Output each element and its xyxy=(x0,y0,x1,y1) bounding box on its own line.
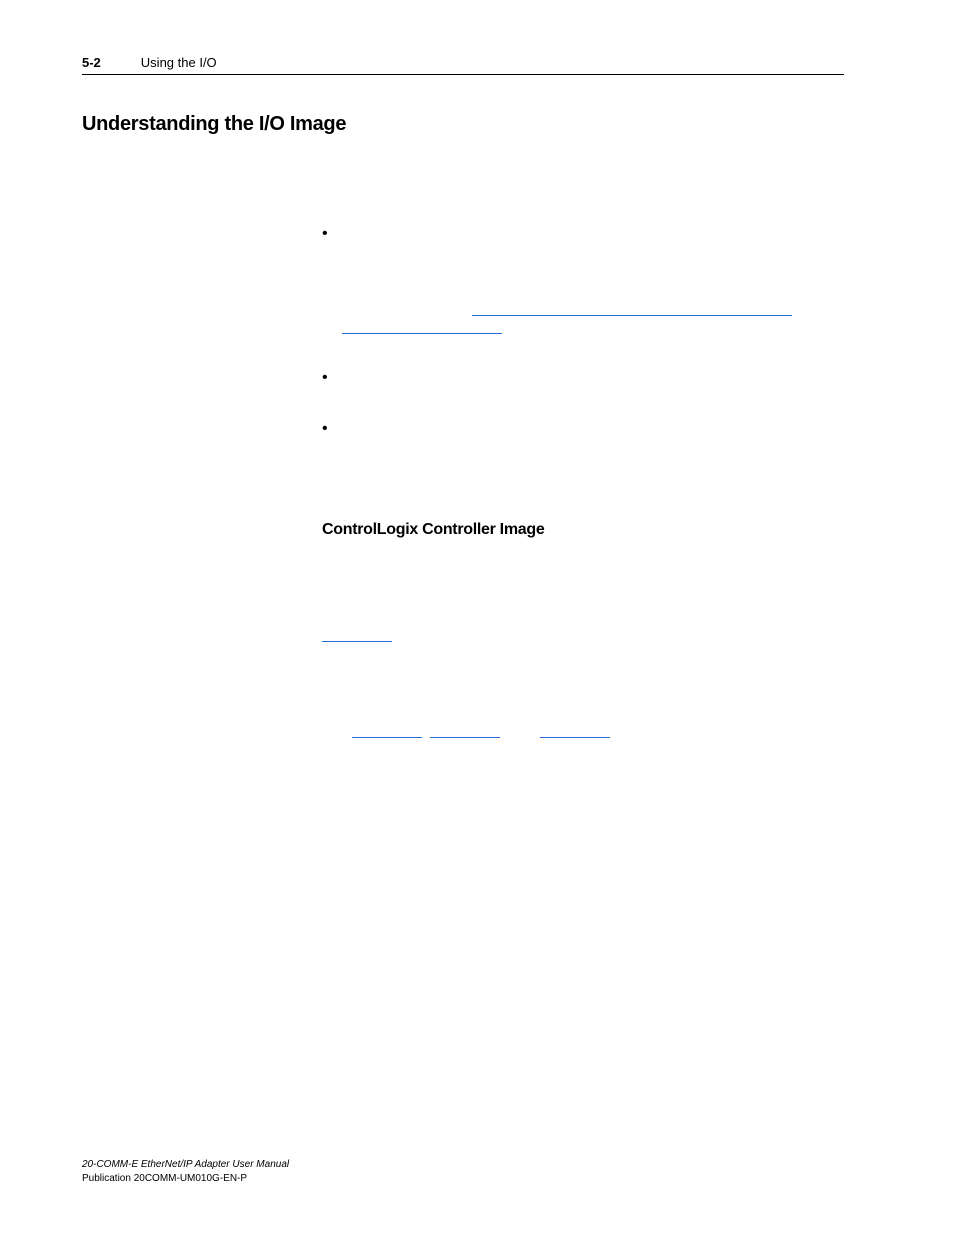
link-underline[interactable] xyxy=(540,736,610,738)
bullet-text xyxy=(342,368,844,407)
body-paragraph xyxy=(322,560,844,640)
cross-reference-link-group xyxy=(322,736,844,754)
link-underline xyxy=(342,332,502,334)
body-paragraph xyxy=(322,658,844,736)
page: 5-2 Using the I/O Understanding the I/O … xyxy=(0,0,954,1235)
link-underline[interactable] xyxy=(352,736,422,738)
bullet-text xyxy=(342,419,844,478)
bullet-icon: • xyxy=(322,368,342,407)
section-title: Understanding the I/O Image xyxy=(82,113,844,136)
chapter-title: Using the I/O xyxy=(141,55,217,70)
manual-title: 20-COMM-E EtherNet/IP Adapter User Manua… xyxy=(82,1158,289,1172)
page-footer: 20-COMM-E EtherNet/IP Adapter User Manua… xyxy=(82,1158,289,1185)
subsection-title: ControlLogix Controller Image xyxy=(322,518,844,542)
link-underline xyxy=(472,314,792,316)
intro-paragraph xyxy=(322,164,844,224)
bullet-item: • xyxy=(322,368,844,407)
bullet-icon: • xyxy=(322,419,342,478)
link-underline[interactable] xyxy=(430,736,500,738)
bullet-item: • xyxy=(322,419,844,478)
bullet-item: • xyxy=(322,224,844,302)
page-header: 5-2 Using the I/O xyxy=(82,55,844,75)
cross-reference-link[interactable] xyxy=(322,640,844,658)
cross-reference-link[interactable] xyxy=(342,314,844,350)
publication-id: Publication 20COMM-UM010G-EN-P xyxy=(82,1172,289,1186)
bullet-icon: • xyxy=(322,224,342,302)
link-underline xyxy=(322,640,392,642)
body-column: • • • ControlLogix Controller Image xyxy=(322,164,844,754)
page-number: 5-2 xyxy=(82,55,101,70)
bullet-text xyxy=(342,224,844,302)
